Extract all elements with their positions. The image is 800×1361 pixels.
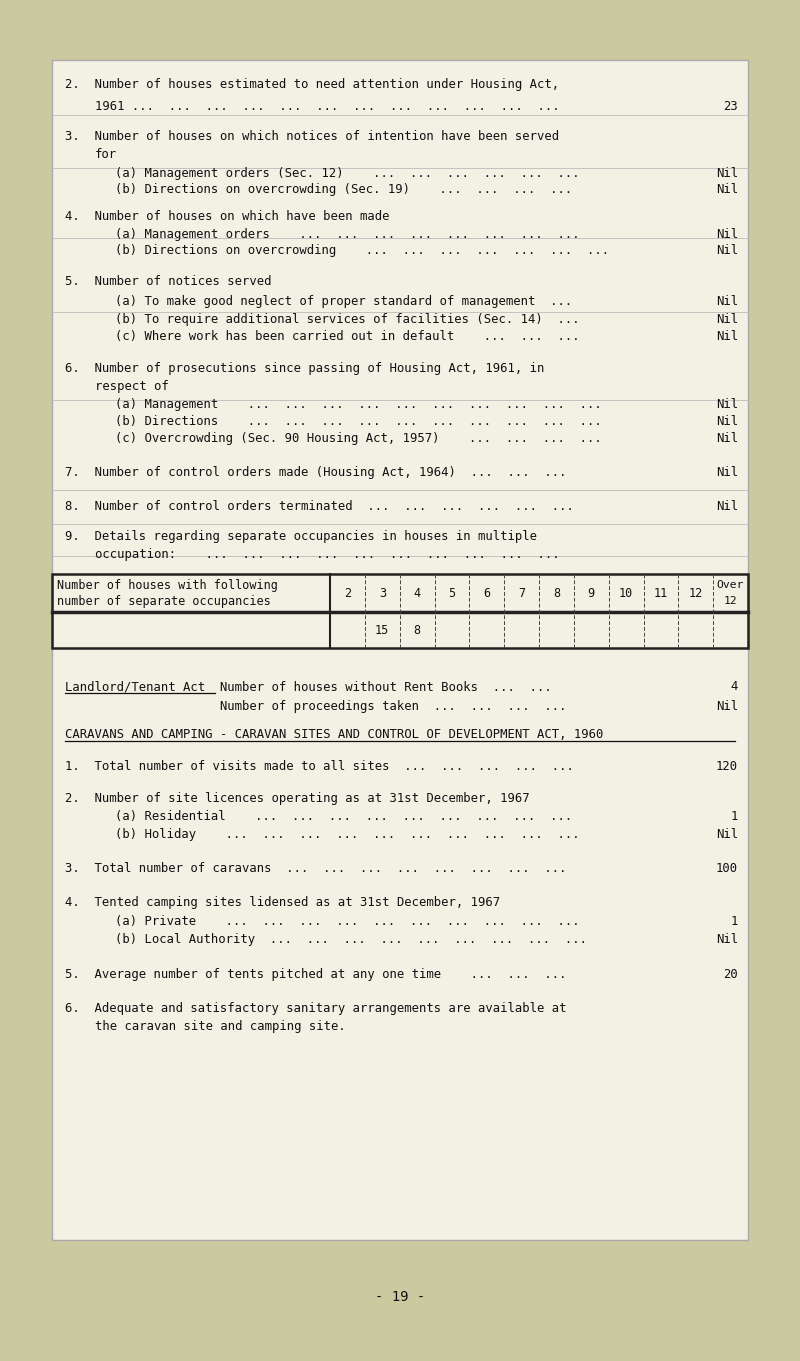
Text: CARAVANS AND CAMPING - CARAVAN SITES AND CONTROL OF DEVELOPMENT ACT, 1960: CARAVANS AND CAMPING - CARAVAN SITES AND… [65,728,603,740]
Text: Landlord/Tenant Act  Number of houses without Rent Books  ...  ...: Landlord/Tenant Act Number of houses wit… [65,680,552,693]
Text: 20: 20 [723,968,738,981]
Text: 5: 5 [448,587,455,599]
Text: 9: 9 [588,587,595,599]
Text: - 19 -: - 19 - [375,1290,425,1304]
Text: (a) Residential    ...  ...  ...  ...  ...  ...  ...  ...  ...: (a) Residential ... ... ... ... ... ... … [115,810,572,823]
Text: the caravan site and camping site.: the caravan site and camping site. [95,1019,346,1033]
Text: 1.  Total number of visits made to all sites  ...  ...  ...  ...  ...: 1. Total number of visits made to all si… [65,759,574,773]
Text: Nil: Nil [716,229,738,241]
Text: (a) Management orders (Sec. 12)    ...  ...  ...  ...  ...  ...: (a) Management orders (Sec. 12) ... ... … [115,167,580,180]
Text: 8: 8 [414,623,421,637]
Text: 8.  Number of control orders terminated  ...  ...  ...  ...  ...  ...: 8. Number of control orders terminated .… [65,499,574,513]
Text: 5.  Average number of tents pitched at any one time    ...  ...  ...: 5. Average number of tents pitched at an… [65,968,566,981]
Text: (b) Local Authority  ...  ...  ...  ...  ...  ...  ...  ...  ...: (b) Local Authority ... ... ... ... ... … [115,934,587,946]
Text: 4.  Number of houses on which have been made: 4. Number of houses on which have been m… [65,210,390,223]
Text: Nil: Nil [716,415,738,427]
Text: 10: 10 [619,587,634,599]
Text: Nil: Nil [716,934,738,946]
Text: (a) Management    ...  ...  ...  ...  ...  ...  ...  ...  ...  ...: (a) Management ... ... ... ... ... ... .… [115,397,602,411]
Text: 4: 4 [414,587,421,599]
Text: 12: 12 [724,596,738,606]
Text: 12: 12 [689,587,703,599]
Text: 8: 8 [553,587,560,599]
Text: 1: 1 [730,915,738,928]
Text: (b) Holiday    ...  ...  ...  ...  ...  ...  ...  ...  ...  ...: (b) Holiday ... ... ... ... ... ... ... … [115,827,580,841]
Text: (b) Directions on overcrowding    ...  ...  ...  ...  ...  ...  ...: (b) Directions on overcrowding ... ... .… [115,244,609,257]
Text: occupation:    ...  ...  ...  ...  ...  ...  ...  ...  ...  ...: occupation: ... ... ... ... ... ... ... … [95,548,560,561]
Text: (a) Management orders    ...  ...  ...  ...  ...  ...  ...  ...: (a) Management orders ... ... ... ... ..… [115,229,580,241]
Text: Over: Over [717,580,744,591]
Text: 6: 6 [483,587,490,599]
Text: 7.  Number of control orders made (Housing Act, 1964)  ...  ...  ...: 7. Number of control orders made (Housin… [65,465,566,479]
Text: 3.  Total number of caravans  ...  ...  ...  ...  ...  ...  ...  ...: 3. Total number of caravans ... ... ... … [65,862,566,875]
Text: 3.  Number of houses on which notices of intention have been served: 3. Number of houses on which notices of … [65,131,559,143]
Text: Nil: Nil [716,244,738,257]
Text: 5.  Number of notices served: 5. Number of notices served [65,275,271,289]
Text: Nil: Nil [716,700,738,713]
Text: Nil: Nil [716,397,738,411]
Text: 15: 15 [375,623,390,637]
Text: 6.  Adequate and satisfactory sanitary arrangements are available at: 6. Adequate and satisfactory sanitary ar… [65,1002,566,1015]
Text: (b) To require additional services of facilities (Sec. 14)  ...: (b) To require additional services of fa… [115,313,580,327]
Text: Number of proceedings taken  ...  ...  ...  ...: Number of proceedings taken ... ... ... … [65,700,566,713]
Text: for: for [95,148,117,161]
Text: (a) To make good neglect of proper standard of management  ...: (a) To make good neglect of proper stand… [115,295,572,308]
Text: Nil: Nil [716,182,738,196]
Text: 120: 120 [716,759,738,773]
Text: (c) Overcrowding (Sec. 90 Housing Act, 1957)    ...  ...  ...  ...: (c) Overcrowding (Sec. 90 Housing Act, 1… [115,431,602,445]
Text: Nil: Nil [716,167,738,180]
Text: (b) Directions    ...  ...  ...  ...  ...  ...  ...  ...  ...  ...: (b) Directions ... ... ... ... ... ... .… [115,415,602,427]
Text: 2: 2 [344,587,351,599]
Text: Nil: Nil [716,827,738,841]
Bar [52,574,748,648]
Text: number of separate occupancies: number of separate occupancies [57,595,270,607]
Text: 3: 3 [378,587,386,599]
Text: Nil: Nil [716,499,738,513]
Text: 2.  Number of houses estimated to need attention under Housing Act,: 2. Number of houses estimated to need at… [65,78,559,91]
Text: Nil: Nil [716,295,738,308]
Text: Number of houses with following: Number of houses with following [57,578,278,592]
Text: Nil: Nil [716,431,738,445]
Text: 4.  Tented camping sites lidensed as at 31st December, 1967: 4. Tented camping sites lidensed as at 3… [65,896,500,909]
Text: 4: 4 [730,680,738,693]
Text: 9.  Details regarding separate occupancies in houses in multiple: 9. Details regarding separate occupancie… [65,529,537,543]
Text: (a) Private    ...  ...  ...  ...  ...  ...  ...  ...  ...  ...: (a) Private ... ... ... ... ... ... ... … [115,915,580,928]
Text: 11: 11 [654,587,668,599]
Text: 1961 ...  ...  ...  ...  ...  ...  ...  ...  ...  ...  ...  ...: 1961 ... ... ... ... ... ... ... ... ...… [95,99,560,113]
Text: 23: 23 [723,99,738,113]
Text: 6.  Number of prosecutions since passing of Housing Act, 1961, in: 6. Number of prosecutions since passing … [65,362,544,376]
Text: Nil: Nil [716,329,738,343]
Text: 1: 1 [730,810,738,823]
Text: 2.  Number of site licences operating as at 31st December, 1967: 2. Number of site licences operating as … [65,792,530,804]
Text: respect of: respect of [95,380,169,393]
Text: (c) Where work has been carried out in default    ...  ...  ...: (c) Where work has been carried out in d… [115,329,580,343]
Text: (b) Directions on overcrowding (Sec. 19)    ...  ...  ...  ...: (b) Directions on overcrowding (Sec. 19)… [115,182,572,196]
Text: 7: 7 [518,587,525,599]
Bar [52,60,748,1240]
Text: Nil: Nil [716,313,738,327]
Text: 100: 100 [716,862,738,875]
Text: Nil: Nil [716,465,738,479]
